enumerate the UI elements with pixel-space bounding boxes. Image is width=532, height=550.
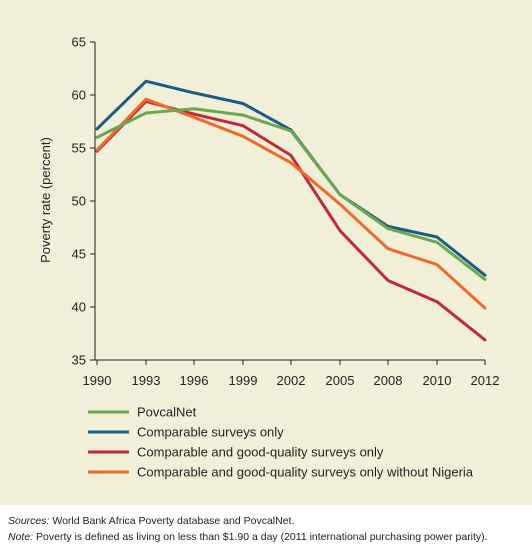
legend-label: PovcalNet: [137, 405, 197, 420]
x-tick-label: 2008: [374, 373, 403, 388]
note-label: Note:: [8, 531, 34, 543]
legend: PovcalNet Comparable surveys only Comparab…: [88, 405, 474, 480]
x-tick-label: 1996: [180, 373, 209, 388]
series-line-4: [95, 97, 487, 310]
x-tick-label: 1999: [229, 373, 258, 388]
legend-label: Comparable and good-quality surveys only: [137, 445, 384, 460]
chart-notes: Sources: World Bank Africa Poverty datab…: [8, 513, 528, 545]
x-tick-label: 1990: [83, 373, 112, 388]
x-tick-label: 2002: [277, 373, 306, 388]
y-tick-label: 60: [72, 88, 86, 103]
x-tick-label: 2012: [471, 373, 500, 388]
tick-labels: 35 40 45 50 55 60 65 1990 1993 1996 1999 2002 2005 20…: [72, 35, 500, 389]
x-tick-label: 2005: [326, 373, 355, 388]
y-tick-label: 35: [72, 353, 86, 368]
series-line-3: [95, 99, 487, 342]
y-axis-label: Poverty rate (percent): [38, 137, 53, 263]
y-tick-label: 55: [72, 141, 86, 156]
x-tick-label: 1993: [132, 373, 161, 388]
y-tick-label: 50: [72, 194, 86, 209]
sources-text: World Bank Africa Poverty database and P…: [49, 515, 295, 527]
poverty-rate-line-chart: 35 40 45 50 55 60 65 1990 1993 1996 1999 2002 2005 20…: [38, 35, 500, 480]
sources-line: Sources: World Bank Africa Poverty datab…: [8, 513, 528, 529]
y-tick-label: 65: [72, 35, 86, 50]
chart-panel: 35 40 45 50 55 60 65 1990 1993 1996 1999 2002 2005 20…: [0, 0, 532, 505]
legend-label: Comparable surveys only: [137, 425, 284, 440]
sources-label: Sources:: [8, 515, 50, 527]
y-tick-label: 45: [72, 247, 86, 262]
series-lines: [95, 79, 487, 342]
y-tick-label: 40: [72, 300, 86, 315]
note-line: Note: Poverty is defined as living on le…: [8, 529, 528, 545]
legend-label: Comparable and good-quality surveys only…: [137, 465, 474, 480]
series-line-1: [95, 107, 487, 281]
x-tick-label: 2010: [423, 373, 452, 388]
note-text: Poverty is defined as living on less tha…: [33, 531, 488, 543]
axes: [90, 41, 486, 365]
series-line-2: [95, 79, 487, 277]
